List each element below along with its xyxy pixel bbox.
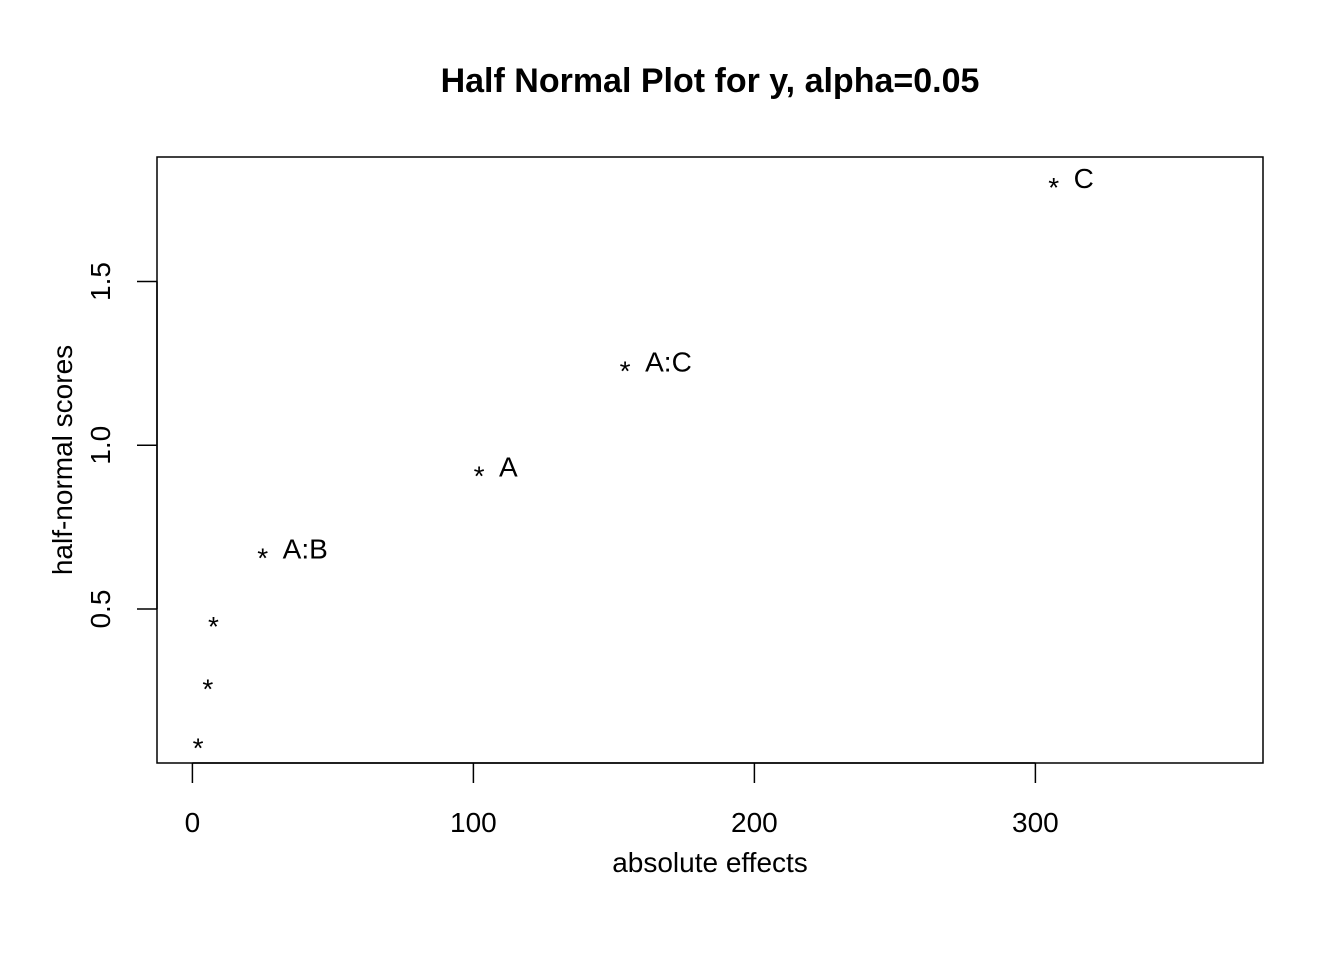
x-tick-label: 300	[1012, 807, 1059, 838]
point-label: A:C	[645, 347, 692, 378]
data-point: *	[257, 542, 268, 573]
data-point: *	[620, 356, 631, 387]
x-tick-label: 200	[731, 807, 778, 838]
y-tick-label: 0.5	[85, 590, 116, 629]
x-axis: 0 100 200 300	[185, 762, 1059, 838]
data-point: *	[202, 673, 213, 704]
data-point: *	[1048, 172, 1059, 203]
point-label: A:B	[283, 533, 328, 564]
x-axis-label: absolute effects	[612, 847, 808, 878]
y-axis-label: half-normal scores	[47, 345, 78, 575]
data-point: *	[208, 611, 219, 642]
y-axis: 0.5 1.0 1.5	[85, 262, 158, 629]
data-point: *	[193, 732, 204, 763]
point-label: C	[1074, 163, 1094, 194]
chart-title: Half Normal Plot for y, alpha=0.05	[441, 62, 980, 100]
x-tick-label: 0	[185, 807, 201, 838]
data-point: *	[474, 460, 485, 491]
y-tick-label: 1.0	[85, 426, 116, 465]
plot-frame	[156, 156, 1264, 764]
point-label: A	[499, 451, 518, 482]
y-tick-label: 1.5	[85, 262, 116, 301]
points-layer: * * * * A:B * A * A:C * C	[193, 163, 1094, 763]
x-tick-label: 100	[450, 807, 497, 838]
